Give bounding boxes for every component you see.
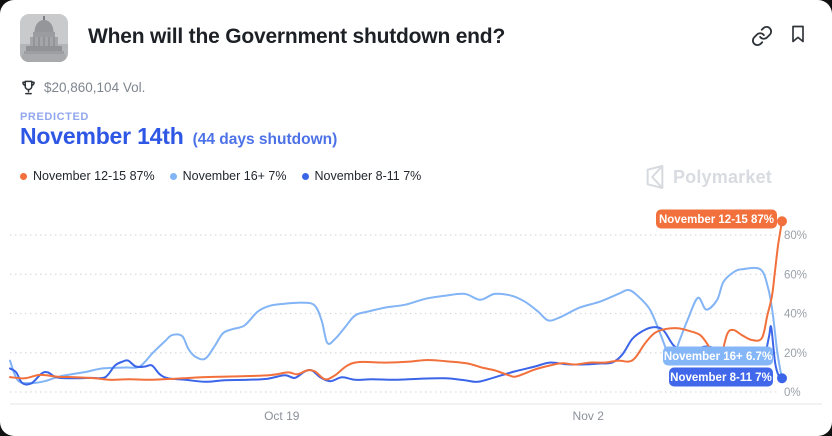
- legend-item-november-12-15[interactable]: November 12-15 87%: [20, 169, 155, 183]
- polymarket-logo-icon: [646, 164, 664, 190]
- market-thumbnail-capitol: [20, 14, 68, 62]
- svg-text:November 8-11 7%: November 8-11 7%: [670, 372, 772, 384]
- page-title: When will the Government shutdown end?: [88, 25, 506, 48]
- svg-text:40%: 40%: [784, 309, 807, 321]
- trophy-icon: [22, 80, 35, 95]
- series-line-november-16-: [9, 266, 783, 385]
- polymarket-watermark: Polymarket: [644, 164, 772, 190]
- legend-dot-orange: [20, 172, 27, 180]
- capitol-building-image: [20, 14, 68, 62]
- end-value-badge: [656, 209, 777, 229]
- legend-dot-blue: [301, 172, 309, 180]
- svg-text:80%: 80%: [784, 230, 807, 242]
- svg-text:November 16+ 6.7%: November 16+ 6.7%: [664, 351, 772, 363]
- legend-label: November 8-11 7%: [314, 169, 422, 183]
- svg-text:Nov 2: Nov 2: [573, 409, 605, 423]
- svg-text:Oct 19: Oct 19: [264, 409, 300, 423]
- predicted-label: PREDICTED: [20, 111, 89, 123]
- copy-link-button[interactable]: [750, 24, 774, 50]
- link-icon: [751, 25, 773, 46]
- volume-row: $20,860,104 Vol.: [20, 79, 145, 96]
- watermark-text: Polymarket: [672, 166, 772, 187]
- legend-label: November 16+ 7%: [182, 169, 287, 183]
- svg-text:November 12-15 87%: November 12-15 87%: [659, 214, 774, 226]
- series-end-dot: [777, 216, 787, 227]
- end-value-badge: [663, 346, 773, 366]
- bookmark-button[interactable]: [786, 22, 810, 48]
- legend-item-november-8-11[interactable]: November 8-11 7%: [301, 169, 422, 183]
- chart-legend: November 12-15 87% November 16+ 7% Novem…: [20, 169, 421, 183]
- svg-text:20%: 20%: [784, 348, 807, 360]
- legend-dot-lightblue: [169, 172, 177, 180]
- predicted-value: November 14th: [20, 123, 184, 149]
- svg-text:60%: 60%: [784, 269, 807, 281]
- series-end-dot: [777, 373, 787, 384]
- end-value-badge: [669, 367, 773, 387]
- volume-text: $20,860,104 Vol.: [44, 80, 146, 95]
- legend-item-november-16plus[interactable]: November 16+ 7%: [169, 169, 287, 183]
- predicted-row: November 14th (44 days shutdown): [20, 123, 337, 150]
- svg-text:0%: 0%: [784, 387, 801, 399]
- predicted-duration: (44 days shutdown): [192, 131, 338, 148]
- probability-chart[interactable]: 0% 20% 40% 60% 80% Oct 19 Nov 2 November 12-15 …: [0, 190, 832, 436]
- bookmark-icon: [792, 25, 804, 43]
- legend-label: November 12-15 87%: [33, 169, 155, 183]
